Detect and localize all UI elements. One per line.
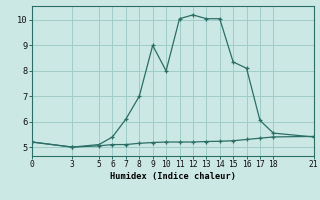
- X-axis label: Humidex (Indice chaleur): Humidex (Indice chaleur): [110, 172, 236, 181]
